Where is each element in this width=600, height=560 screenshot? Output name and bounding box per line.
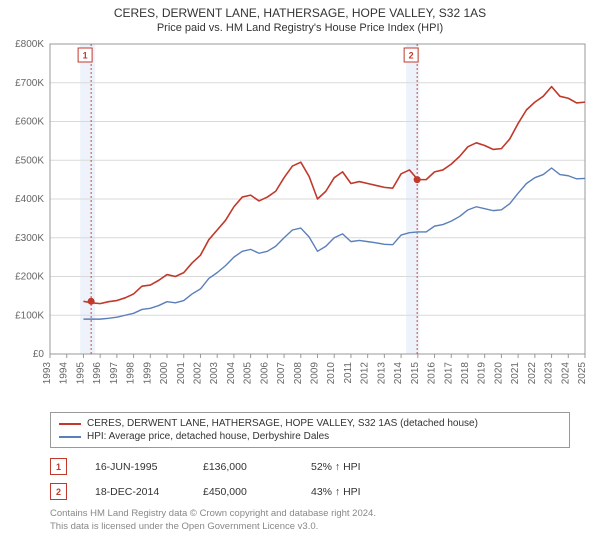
footer-line-1: Contains HM Land Registry data © Crown c…	[50, 508, 570, 521]
legend-label: CERES, DERWENT LANE, HATHERSAGE, HOPE VA…	[87, 418, 478, 429]
svg-text:2019: 2019	[477, 362, 488, 385]
legend-label: HPI: Average price, detached house, Derb…	[87, 431, 329, 442]
svg-text:2021: 2021	[510, 362, 521, 385]
chart-container: { "titles": { "main": "CERES, DERWENT LA…	[0, 0, 600, 534]
legend-swatch	[59, 423, 81, 425]
marker-pct: 52% ↑ HPI	[311, 461, 391, 473]
marker-row: 2 18-DEC-2014 £450,000 43% ↑ HPI	[50, 479, 570, 504]
svg-text:2014: 2014	[393, 362, 404, 385]
svg-text:2024: 2024	[560, 362, 571, 385]
chart-svg: £0 £100K £200K £300K £400K £500K £600K £700K £80…	[0, 34, 600, 404]
svg-text:£200K: £200K	[15, 272, 44, 283]
svg-text:2001: 2001	[176, 362, 187, 385]
svg-text:1: 1	[83, 51, 88, 61]
svg-text:2020: 2020	[493, 362, 504, 385]
svg-text:2025: 2025	[577, 362, 588, 385]
svg-text:2007: 2007	[276, 362, 287, 385]
svg-text:2003: 2003	[209, 362, 220, 385]
svg-text:£500K: £500K	[15, 155, 44, 166]
svg-text:£400K: £400K	[15, 194, 44, 205]
svg-text:2005: 2005	[243, 362, 254, 385]
svg-text:2022: 2022	[527, 362, 538, 385]
svg-text:2023: 2023	[544, 362, 555, 385]
svg-text:1999: 1999	[142, 362, 153, 385]
svg-text:2013: 2013	[376, 362, 387, 385]
legend: CERES, DERWENT LANE, HATHERSAGE, HOPE VA…	[50, 412, 570, 448]
marker-table: 1 16-JUN-1995 £136,000 52% ↑ HPI 2 18-DEC-201…	[50, 454, 570, 504]
legend-row: CERES, DERWENT LANE, HATHERSAGE, HOPE VA…	[59, 417, 561, 430]
svg-text:1996: 1996	[92, 362, 103, 385]
svg-text:2: 2	[409, 51, 414, 61]
svg-text:2006: 2006	[259, 362, 270, 385]
marker-price: £136,000	[203, 461, 283, 473]
svg-text:2010: 2010	[326, 362, 337, 385]
svg-text:2012: 2012	[360, 362, 371, 385]
svg-text:2002: 2002	[192, 362, 203, 385]
footer-note: Contains HM Land Registry data © Crown c…	[50, 508, 570, 534]
svg-text:2016: 2016	[427, 362, 438, 385]
svg-text:£100K: £100K	[15, 310, 44, 321]
svg-text:2004: 2004	[226, 362, 237, 385]
svg-text:2011: 2011	[343, 362, 354, 384]
svg-text:£600K: £600K	[15, 117, 44, 128]
footer-line-2: This data is licensed under the Open Gov…	[50, 521, 570, 534]
marker-pct: 43% ↑ HPI	[311, 486, 391, 498]
svg-text:£0: £0	[33, 349, 45, 360]
svg-text:1993: 1993	[42, 362, 53, 385]
sub-title: Price paid vs. HM Land Registry's House …	[0, 22, 600, 34]
svg-text:2017: 2017	[443, 362, 454, 385]
price-chart: £0 £100K £200K £300K £400K £500K £600K £700K £80…	[0, 34, 600, 404]
marker-badge: 2	[50, 483, 67, 500]
svg-text:2015: 2015	[410, 362, 421, 385]
marker-badge: 1	[50, 458, 67, 475]
svg-text:1995: 1995	[75, 362, 86, 385]
svg-text:2009: 2009	[310, 362, 321, 385]
svg-text:£700K: £700K	[15, 78, 44, 89]
legend-row: HPI: Average price, detached house, Derb…	[59, 430, 561, 443]
legend-swatch	[59, 436, 81, 438]
svg-text:1997: 1997	[109, 362, 120, 385]
marker-date: 18-DEC-2014	[95, 486, 175, 498]
svg-text:2008: 2008	[293, 362, 304, 385]
svg-text:1998: 1998	[126, 362, 137, 385]
svg-text:2000: 2000	[159, 362, 170, 385]
marker-price: £450,000	[203, 486, 283, 498]
svg-text:£300K: £300K	[15, 233, 44, 244]
marker-row: 1 16-JUN-1995 £136,000 52% ↑ HPI	[50, 454, 570, 479]
svg-text:2018: 2018	[460, 362, 471, 385]
main-title: CERES, DERWENT LANE, HATHERSAGE, HOPE VA…	[0, 6, 600, 20]
svg-text:1994: 1994	[59, 362, 70, 385]
title-block: CERES, DERWENT LANE, HATHERSAGE, HOPE VA…	[0, 0, 600, 34]
marker-date: 16-JUN-1995	[95, 461, 175, 473]
svg-text:£800K: £800K	[15, 39, 44, 50]
